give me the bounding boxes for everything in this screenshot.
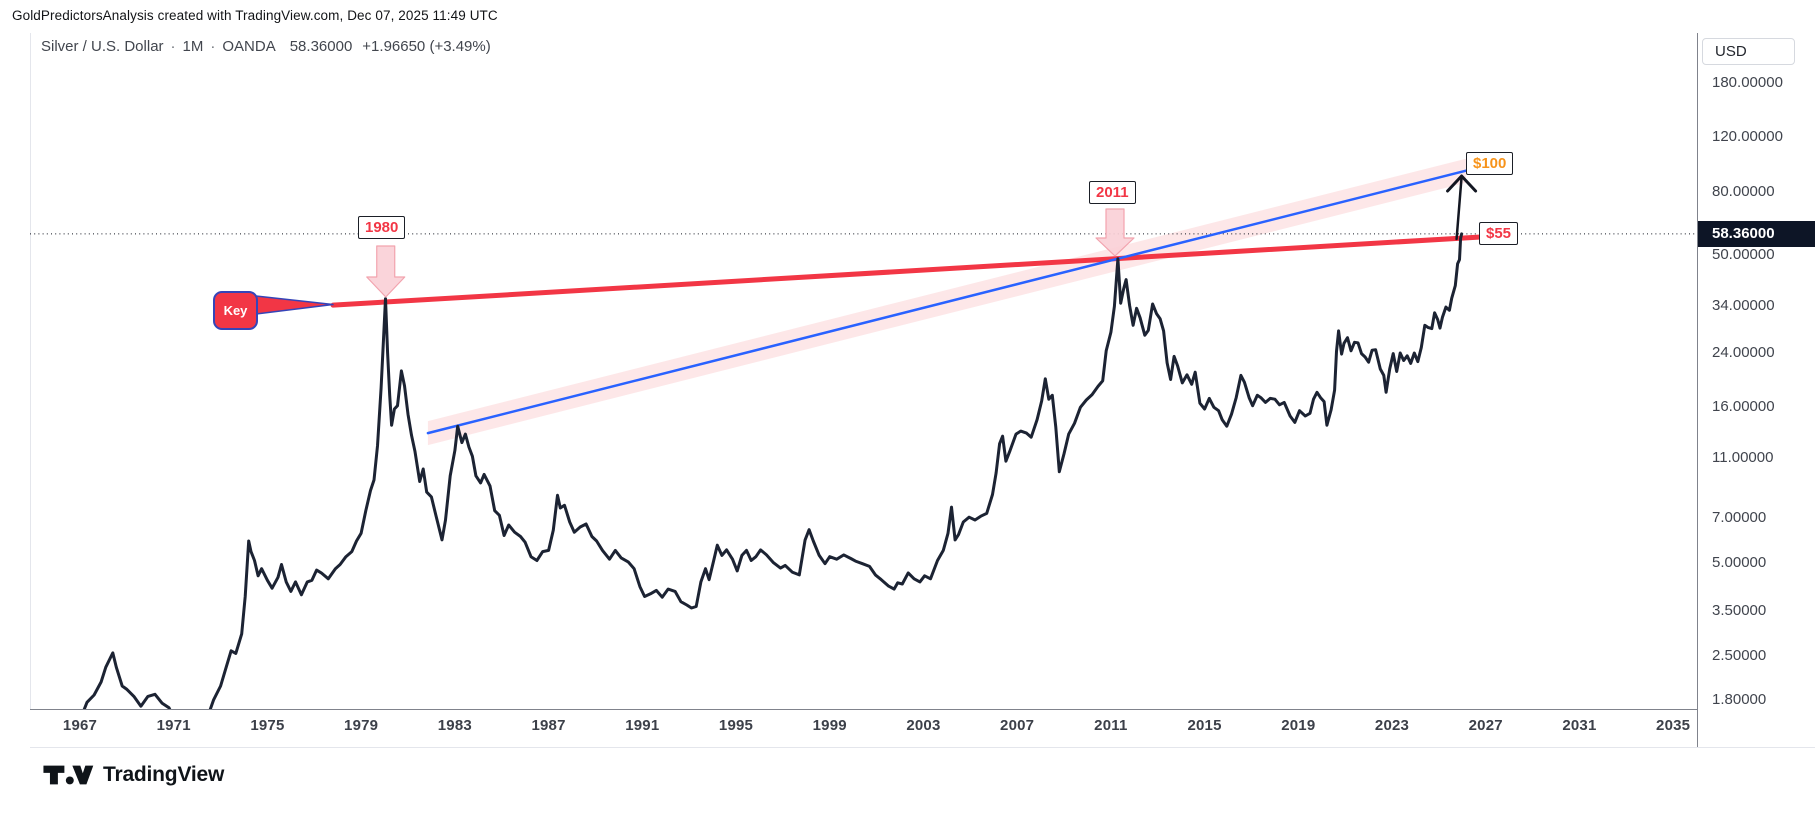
- tradingview-logo-text: TradingView: [103, 763, 225, 786]
- price-tick: 5.00000: [1712, 554, 1767, 572]
- blue-support-trendline: [426, 169, 1468, 435]
- price-tick: 80.00000: [1712, 182, 1775, 200]
- price-change-value: +1.96650 (+3.49%): [362, 38, 491, 55]
- year-tick: 1987: [531, 717, 566, 734]
- year-tick: 1979: [344, 717, 379, 734]
- silver-price-line: [82, 232, 1464, 709]
- arrow-2011-peak: [1095, 208, 1135, 257]
- interval-label[interactable]: 1M: [182, 38, 204, 55]
- last-price-tag: 58.36000: [1698, 220, 1815, 247]
- price-chart-canvas[interactable]: [30, 33, 1697, 709]
- year-tick: 1975: [250, 717, 285, 734]
- legend-separator: ·: [210, 38, 216, 55]
- last-price-value: 58.36000: [289, 38, 353, 55]
- price-tick: 2.50000: [1712, 647, 1767, 665]
- price-axis[interactable]: USD 180.00000 120.00000 80.00000 50.00000 34…: [1698, 33, 1815, 747]
- price-tick: 180.00000: [1712, 74, 1783, 91]
- plot-left-border: [30, 33, 31, 747]
- year-tick: 2015: [1187, 717, 1222, 734]
- year-tick: 1971: [156, 717, 191, 734]
- attribution-text: GoldPredictorsAnalysis created with Trad…: [12, 8, 498, 23]
- year-tick: 2031: [1562, 717, 1597, 734]
- price-tick: 120.00000: [1712, 128, 1783, 146]
- projection-arrow-shaft: [1455, 175, 1463, 241]
- year-tick: 2027: [1468, 717, 1503, 734]
- legend-separator: ·: [170, 38, 176, 55]
- year-tick: 1983: [437, 717, 472, 734]
- exchange-label[interactable]: OANDA: [222, 38, 276, 55]
- year-tick: 1995: [718, 717, 754, 734]
- breakout-price-label[interactable]: $55: [1479, 222, 1519, 245]
- price-tick: 50.00000: [1712, 245, 1775, 263]
- annotation-label-2011[interactable]: 2011: [1089, 181, 1136, 204]
- year-tick: 2035: [1656, 717, 1691, 734]
- symbol-legend[interactable]: Silver / U.S. Dollar · 1M · OANDA 58.36000 +1.…: [41, 38, 491, 55]
- projection-arrow-head: [1446, 174, 1478, 193]
- price-tick: 7.00000: [1712, 509, 1767, 527]
- bottom-divider: [30, 747, 1815, 748]
- year-tick: 1991: [625, 717, 660, 734]
- year-tick: 2007: [1000, 717, 1035, 734]
- key-flag-tail: [255, 295, 334, 315]
- price-tick: 1.80000: [1712, 691, 1767, 709]
- tradingview-logo-icon: [43, 765, 94, 785]
- price-axis-separator: [1697, 33, 1698, 747]
- key-flag-callout[interactable]: Key: [213, 291, 258, 330]
- year-tick: 2023: [1374, 717, 1410, 734]
- arrow-1980-peak: [366, 245, 406, 298]
- target-price-label[interactable]: $100: [1466, 152, 1514, 175]
- price-tick: 16.00000: [1712, 398, 1775, 416]
- price-tick: 3.50000: [1712, 601, 1767, 619]
- price-tick: 11.00000: [1712, 448, 1774, 466]
- year-tick: 1999: [812, 717, 847, 734]
- year-tick: 1967: [62, 717, 98, 734]
- price-tick: 24.00000: [1712, 343, 1775, 361]
- year-tick: 2019: [1281, 717, 1316, 734]
- tradingview-branding: TradingView: [42, 760, 224, 790]
- year-tick: 2003: [906, 717, 941, 734]
- year-tick: 2011: [1094, 717, 1128, 734]
- currency-toggle-button[interactable]: USD: [1702, 38, 1795, 65]
- price-tick: 34.00000: [1712, 297, 1775, 315]
- time-axis[interactable]: 1967 1971 1975 1979 1983 1987 1991 1995 1999 2003…: [30, 710, 1697, 747]
- symbol-title[interactable]: Silver / U.S. Dollar: [41, 38, 164, 55]
- annotation-label-1980[interactable]: 1980: [358, 216, 406, 239]
- red-resistance-trendline: [330, 234, 1482, 308]
- time-axis-line: [30, 709, 1697, 710]
